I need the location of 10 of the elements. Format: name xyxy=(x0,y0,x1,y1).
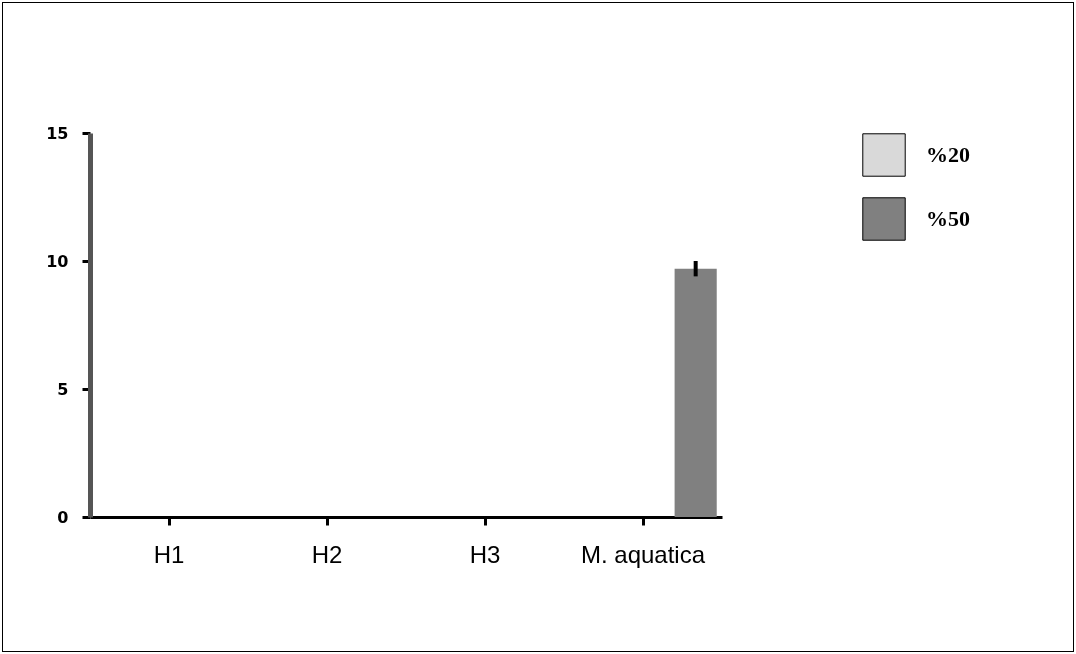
x-tick-label: M. aquatica xyxy=(580,540,706,568)
legend-label: %50 xyxy=(926,206,970,231)
x-tick-label: H2 xyxy=(311,540,343,568)
y-tick-label: 10 xyxy=(46,251,69,271)
x-tick-label: H1 xyxy=(153,540,185,568)
x-tick-label: H3 xyxy=(469,540,501,568)
y-tick-label: 0 xyxy=(57,507,69,527)
y-tick-label: 5 xyxy=(57,379,69,399)
y-tick-label: 15 xyxy=(46,123,69,143)
legend-label: %20 xyxy=(926,142,970,167)
